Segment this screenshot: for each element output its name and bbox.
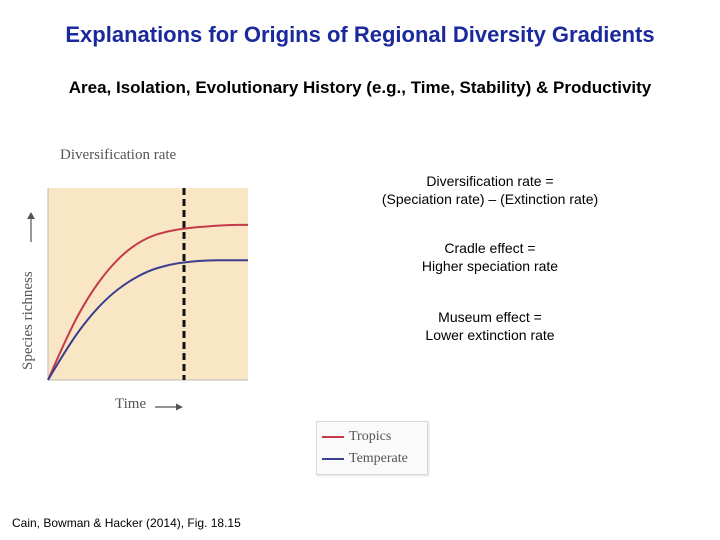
cradle-effect-note: Cradle effect = Higher speciation rate bbox=[340, 239, 640, 275]
y-axis-arrow-icon bbox=[27, 212, 35, 242]
legend-swatch-temperate bbox=[322, 458, 344, 460]
diversification-note-line2: (Speciation rate) – (Extinction rate) bbox=[381, 191, 599, 207]
x-axis-label: Time bbox=[115, 396, 147, 412]
museum-effect-note: Museum effect = Lower extinction rate bbox=[340, 308, 640, 344]
legend-item-temperate: Temperate bbox=[322, 449, 408, 469]
legend-item-tropics: Tropics bbox=[322, 427, 391, 447]
legend-label-tropics: Tropics bbox=[349, 429, 392, 444]
series-line-temperate bbox=[47, 259, 248, 381]
diversity-chart bbox=[47, 188, 248, 381]
x-axis-arrow-icon bbox=[155, 403, 183, 411]
legend-swatch-tropics bbox=[322, 436, 344, 438]
series-line-tropics bbox=[47, 223, 248, 381]
diversification-note: Diversification rate = (Speciation rate)… bbox=[340, 172, 640, 208]
cradle-note-line1: Cradle effect = bbox=[444, 240, 536, 256]
chart-legend: Tropics Temperate bbox=[316, 421, 428, 475]
museum-note-line2: Lower extinction rate bbox=[425, 327, 555, 343]
plot-area bbox=[48, 188, 248, 380]
citation: Cain, Bowman & Hacker (2014), Fig. 18.15 bbox=[12, 516, 241, 530]
museum-note-line1: Museum effect = bbox=[438, 309, 542, 325]
cradle-note-line2: Higher speciation rate bbox=[421, 258, 559, 274]
slide-title: Explanations for Origins of Regional Div… bbox=[65, 22, 655, 47]
chart-title: Diversification rate bbox=[60, 147, 177, 163]
y-axis-label: Species richness bbox=[20, 271, 36, 370]
legend-label-temperate: Temperate bbox=[349, 451, 408, 466]
slide-subtitle: Area, Isolation, Evolutionary History (e… bbox=[68, 78, 652, 97]
diversification-note-line1: Diversification rate = bbox=[426, 173, 554, 189]
